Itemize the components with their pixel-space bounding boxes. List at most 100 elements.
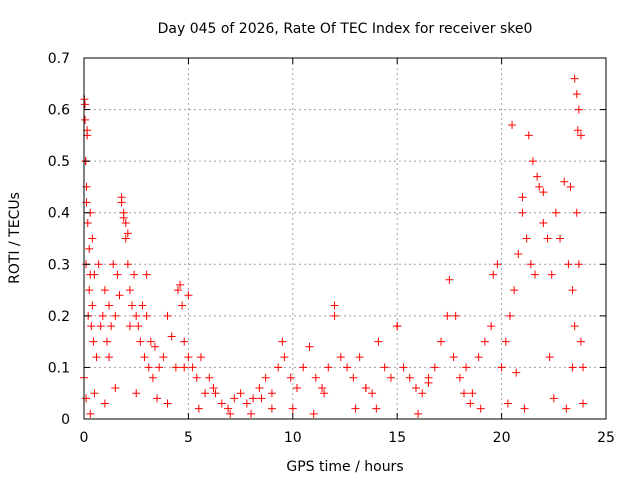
data-point	[497, 363, 506, 372]
data-point	[267, 404, 276, 413]
data-point	[476, 404, 485, 413]
data-point	[82, 394, 91, 403]
data-point	[163, 311, 172, 320]
data-point	[125, 322, 134, 331]
data-point	[140, 353, 149, 362]
data-point	[393, 322, 402, 331]
data-point	[119, 208, 128, 217]
data-point	[292, 384, 301, 393]
data-point	[414, 409, 423, 418]
data-point	[549, 394, 558, 403]
data-point	[167, 332, 176, 341]
data-point	[236, 389, 245, 398]
data-point	[102, 337, 111, 346]
x-tick-label: 25	[597, 430, 615, 446]
data-point	[94, 260, 103, 269]
data-point	[184, 353, 193, 362]
data-point	[132, 389, 141, 398]
data-point	[226, 409, 235, 418]
data-point	[573, 126, 582, 135]
data-point	[572, 208, 581, 217]
data-point	[96, 322, 105, 331]
data-point	[89, 337, 98, 346]
data-point	[255, 384, 264, 393]
data-point	[180, 363, 189, 372]
data-point	[551, 208, 560, 217]
data-point	[539, 188, 548, 197]
data-point	[380, 363, 389, 372]
data-point	[528, 157, 537, 166]
y-tick-label: 0.4	[48, 206, 70, 222]
data-point	[115, 291, 124, 300]
data-point	[125, 286, 134, 295]
data-point	[579, 399, 588, 408]
data-point	[361, 384, 370, 393]
data-point	[85, 244, 94, 253]
data-point	[278, 337, 287, 346]
data-point	[86, 270, 95, 279]
data-point	[474, 353, 483, 362]
data-point	[128, 301, 137, 310]
data-point	[556, 234, 565, 243]
data-point	[566, 182, 575, 191]
data-point	[88, 301, 97, 310]
y-tick-label: 0.2	[48, 309, 70, 325]
data-point	[455, 373, 464, 382]
data-point	[526, 260, 535, 269]
data-point	[309, 409, 318, 418]
data-point	[574, 260, 583, 269]
data-point	[224, 404, 233, 413]
data-point	[150, 342, 159, 351]
data-point	[188, 363, 197, 372]
data-point	[311, 373, 320, 382]
data-point	[576, 337, 585, 346]
data-point	[83, 219, 92, 228]
data-point	[386, 373, 395, 382]
data-point	[100, 399, 109, 408]
data-point	[261, 373, 270, 382]
x-tick-label: 15	[388, 430, 406, 446]
data-point	[148, 373, 157, 382]
data-point	[249, 394, 258, 403]
data-point	[117, 193, 126, 202]
data-point	[123, 260, 132, 269]
data-point	[136, 337, 145, 346]
data-point	[113, 270, 122, 279]
data-point	[372, 404, 381, 413]
data-point	[111, 384, 120, 393]
data-point	[318, 384, 327, 393]
data-point	[121, 234, 130, 243]
data-point	[443, 311, 452, 320]
data-point	[320, 389, 329, 398]
data-point	[247, 409, 256, 418]
data-point	[87, 322, 96, 331]
axis-ticks: 0 5 10 15 20 25 0 0.1 0.2 0.3 0.4 0.5 0.6 0.7	[48, 51, 615, 446]
data-point	[480, 337, 489, 346]
y-tick-label: 0.1	[48, 360, 70, 376]
data-points	[80, 74, 588, 418]
data-point	[305, 342, 314, 351]
data-point	[299, 363, 308, 372]
data-point	[411, 384, 420, 393]
data-point	[514, 249, 523, 258]
data-point	[330, 301, 339, 310]
data-point	[451, 311, 460, 320]
data-point	[522, 234, 531, 243]
data-point	[88, 234, 97, 243]
data-point	[572, 90, 581, 99]
x-tick-label: 20	[493, 430, 511, 446]
data-point	[176, 280, 185, 289]
data-point	[437, 337, 446, 346]
data-point	[468, 389, 477, 398]
data-point	[107, 322, 116, 331]
data-point	[355, 353, 364, 362]
y-tick-label: 0	[61, 412, 70, 428]
data-point	[230, 394, 239, 403]
data-point	[545, 353, 554, 362]
data-point	[98, 311, 107, 320]
data-point	[524, 131, 533, 140]
data-point	[105, 301, 114, 310]
data-point	[520, 404, 529, 413]
data-point	[196, 353, 205, 362]
data-point	[399, 363, 408, 372]
